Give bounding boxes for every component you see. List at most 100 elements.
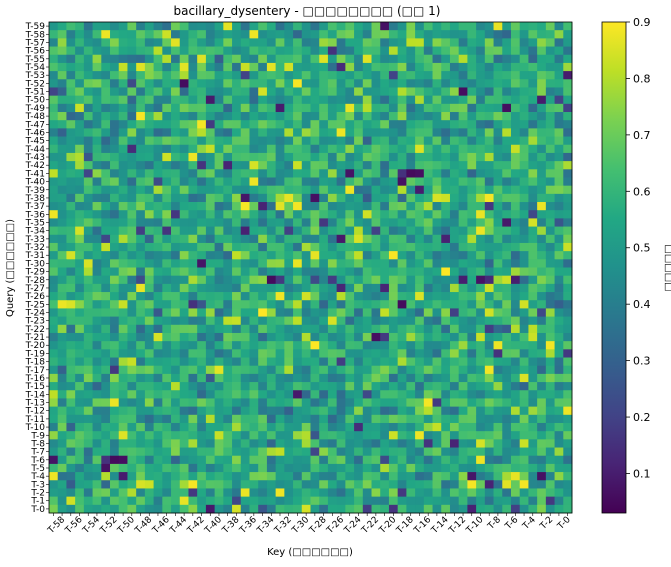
- heatmap-cell: [66, 112, 76, 121]
- heatmap-cell: [66, 62, 76, 72]
- heatmap-cell: [92, 103, 102, 113]
- heatmap-cell: [92, 54, 102, 64]
- heatmap-cell: [214, 324, 224, 334]
- heatmap-cell: [232, 431, 242, 440]
- heatmap-cell: [240, 161, 250, 170]
- heatmap-cell: [476, 193, 486, 203]
- heatmap-cell: [214, 226, 224, 236]
- heatmap-cell: [205, 349, 216, 358]
- heatmap-cell: [380, 54, 390, 64]
- heatmap-cell: [136, 504, 146, 514]
- heatmap-cell: [284, 439, 294, 448]
- heatmap-cell: [249, 251, 259, 260]
- heatmap-cell: [153, 95, 163, 105]
- heatmap-cell: [301, 463, 311, 473]
- heatmap-cell: [388, 324, 399, 334]
- heatmap-cell: [397, 267, 407, 277]
- heatmap-cell: [197, 112, 207, 121]
- heatmap-cell: [144, 447, 154, 457]
- heatmap-cell: [188, 161, 198, 170]
- heatmap-cell: [406, 120, 416, 129]
- heatmap-cell: [127, 226, 137, 236]
- heatmap-cell: [510, 349, 521, 358]
- heatmap-cell: [162, 390, 172, 399]
- heatmap-cell: [214, 390, 224, 399]
- heatmap-cell: [354, 382, 364, 391]
- heatmap-cell: [66, 357, 76, 367]
- heatmap-cell: [75, 259, 85, 268]
- heatmap-cell: [467, 316, 477, 326]
- heatmap-cell: [397, 300, 407, 309]
- heatmap-cell: [354, 87, 364, 97]
- heatmap-cell: [188, 79, 198, 88]
- heatmap-cell: [380, 472, 390, 481]
- heatmap-cell: [118, 152, 128, 162]
- heatmap-cell: [136, 128, 146, 137]
- heatmap-cell: [266, 414, 277, 424]
- heatmap-cell: [502, 95, 512, 105]
- heatmap-cell: [118, 210, 128, 219]
- heatmap-cell: [57, 324, 67, 334]
- heatmap-cell: [467, 161, 477, 170]
- heatmap-cell: [484, 480, 494, 489]
- heatmap-cell: [336, 488, 346, 498]
- heatmap-cell: [110, 22, 120, 31]
- heatmap-cell: [162, 357, 172, 367]
- heatmap-cell: [284, 308, 294, 317]
- heatmap-cell: [415, 177, 425, 187]
- heatmap-cell: [528, 234, 538, 244]
- heatmap-cell: [284, 242, 294, 252]
- heatmap-cell: [197, 390, 207, 399]
- heatmap-cell: [476, 480, 486, 489]
- heatmap-cell: [92, 259, 102, 268]
- heatmap-cell: [380, 414, 390, 424]
- heatmap-cell: [432, 275, 442, 285]
- heatmap-cell: [57, 226, 67, 236]
- heatmap-cell: [205, 62, 216, 72]
- heatmap-cell: [92, 251, 102, 260]
- heatmap-cell: [197, 87, 207, 97]
- heatmap-cell: [197, 300, 207, 309]
- heatmap-cell: [336, 136, 346, 146]
- heatmap-cell: [537, 406, 547, 416]
- heatmap-cell: [354, 193, 364, 203]
- heatmap-cell: [432, 251, 442, 260]
- heatmap-cell: [449, 496, 460, 506]
- heatmap-cell: [449, 226, 460, 236]
- heatmap-cell: [415, 390, 425, 399]
- heatmap-cell: [493, 283, 503, 293]
- heatmap-cell: [545, 365, 555, 375]
- heatmap-cell: [258, 390, 268, 399]
- heatmap-cell: [449, 332, 460, 342]
- heatmap-cell: [345, 496, 355, 506]
- heatmap-cell: [57, 292, 67, 301]
- heatmap-cell: [144, 202, 154, 211]
- heatmap-cell: [345, 226, 355, 236]
- heatmap-cell: [136, 316, 146, 326]
- y-tick-label: T-7: [30, 448, 45, 458]
- heatmap-cell: [345, 128, 355, 137]
- heatmap-cell: [214, 103, 224, 113]
- heatmap-cell: [502, 447, 512, 457]
- heatmap-cell: [223, 275, 233, 285]
- heatmap-cell: [171, 332, 181, 342]
- heatmap-cell: [240, 480, 250, 489]
- heatmap-cell: [266, 95, 277, 105]
- heatmap-cell: [205, 324, 216, 334]
- heatmap-cell: [118, 234, 128, 244]
- heatmap-cell: [362, 54, 372, 64]
- heatmap-cell: [110, 365, 120, 375]
- x-tick-label: T-14: [429, 515, 451, 537]
- heatmap-cell: [83, 95, 93, 105]
- heatmap-cell: [92, 480, 102, 489]
- heatmap-cell: [293, 349, 303, 358]
- heatmap-cell: [153, 136, 163, 146]
- heatmap-cell: [92, 202, 102, 211]
- heatmap-cell: [171, 422, 181, 432]
- heatmap-cell: [75, 365, 85, 375]
- heatmap-cell: [101, 210, 111, 219]
- heatmap-cell: [118, 144, 128, 154]
- heatmap-cell: [101, 112, 111, 121]
- heatmap-cell: [415, 341, 425, 350]
- heatmap-cell: [205, 504, 216, 514]
